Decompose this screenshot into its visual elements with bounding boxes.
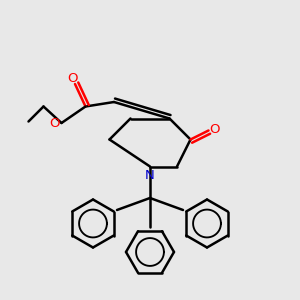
Text: N: N <box>145 169 155 182</box>
Text: O: O <box>50 117 60 130</box>
Text: O: O <box>67 71 77 85</box>
Text: O: O <box>209 123 220 136</box>
